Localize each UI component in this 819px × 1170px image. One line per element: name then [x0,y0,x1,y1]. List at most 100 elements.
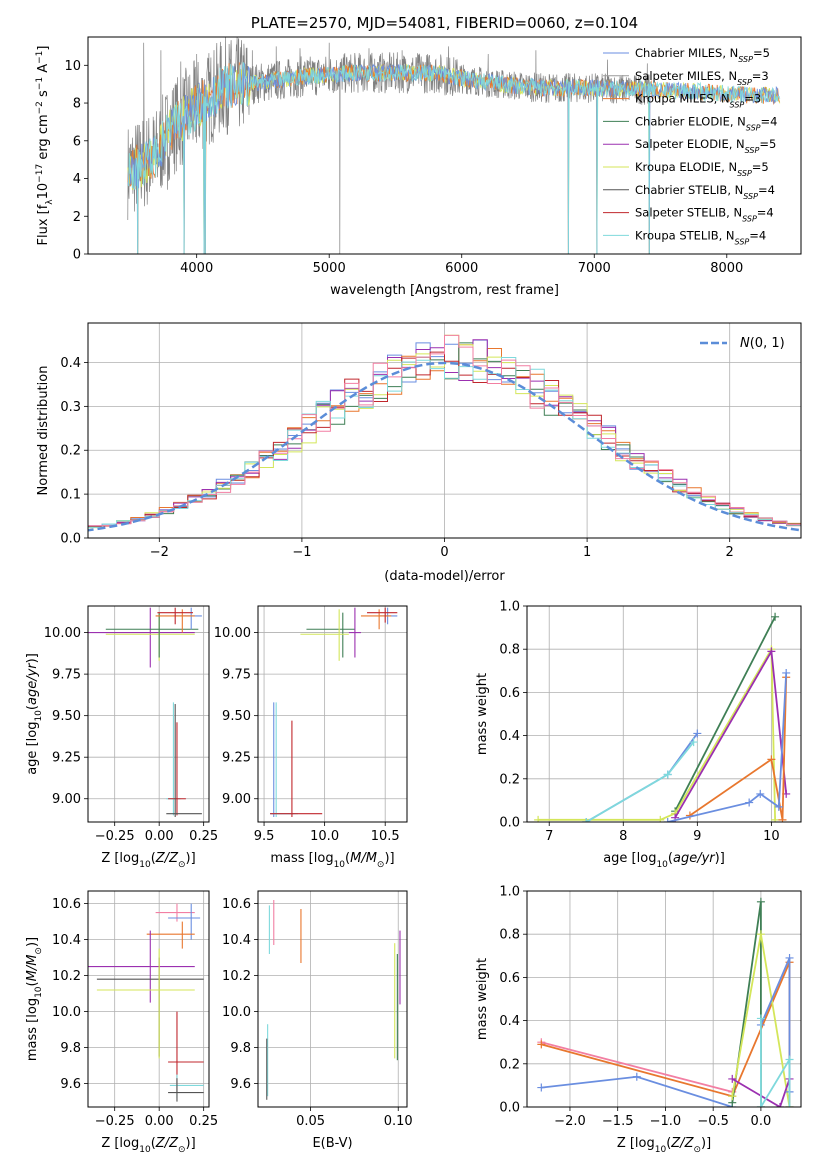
axes-frame [526,890,802,1108]
errorbar-point [155,903,195,922]
plot-area [127,37,781,254]
y-tick-label: 0 [73,248,81,263]
errorbar-point [270,702,295,818]
weight-line-kroupa_elodie [538,646,776,821]
x-tick-label: 0.00 [145,829,174,844]
y-tick-label: 9.8 [230,1041,251,1056]
chart-title: PLATE=2570, MJD=54081, FIBERID=0060, z=0… [251,14,638,32]
x-tick-label: 2 [726,545,734,560]
weight-marker [728,1092,737,1101]
y-tick-label: 10.6 [222,897,251,912]
axes-mass_vs_ebv: 0.05 0.10 9.6 9.8 10.0 10.2 10.4 10.6 [222,890,413,1129]
weight-marker [756,897,765,906]
x-axis-label: Z [log10(Z/Z⊙)] [617,1136,711,1155]
y-tick-label: 9.6 [230,1077,251,1092]
x-axis-label: mass [log10(M/M⊙)] [270,851,394,870]
weight-marker [767,755,776,764]
y-tick-label: 0.2 [60,444,81,459]
axes-frame [526,605,802,823]
x-tick-label: 0.00 [145,1114,174,1129]
axes-frame [87,36,802,255]
y-tick-label: 0.4 [60,356,81,371]
weight-line-chabrier_elodie [674,616,776,812]
weight-marker [774,802,783,811]
axes-weight_vs_Z: −2.0 −1.5 −1.0 −0.5 0.0 0.0 0.2 0.4 0.6 0.8 1.0 mas… [475,885,802,1155]
x-tick-label: 7000 [578,261,611,276]
weight-marker [775,1103,784,1107]
errorbar-point [105,612,199,658]
x-tick-label: 0.0 [751,1114,772,1129]
y-tick-label: 9.75 [222,668,251,683]
weight-marker [756,1103,765,1107]
errorbar-point [270,720,323,818]
errorbar-point [146,921,195,949]
weight-line-pink [541,1041,733,1093]
y-tick-label: 10.4 [52,933,81,948]
y-axis-label: Flux [fλ10−17 erg cm−2 s−1 A−1] [35,46,55,246]
x-tick-label: −0.25 [95,829,135,844]
y-tick-label: 8 [73,97,81,112]
errorbar-point [271,702,298,818]
y-tick-label: 10.0 [52,1005,81,1020]
weight-marker [693,729,702,738]
y-tick-label: 9.6 [60,1077,81,1092]
y-tick-label: 9.50 [222,709,251,724]
x-tick-label: −0.5 [697,1114,729,1129]
y-tick-label: 0.6 [499,971,520,986]
weight-marker [785,953,794,962]
errorbar-point [166,704,202,818]
legend-entry: Chabrier STELIB, NSSP=4 [635,183,775,201]
legend-entry: Salpeter ELODIE, NSSP=5 [635,137,776,155]
errorbar-point [157,607,193,625]
axes-frame [257,605,408,823]
errorbar-point [173,607,202,630]
axes-frame [257,890,408,1108]
x-tick-label: −2 [150,545,169,560]
y-tick-label: 4 [73,172,81,187]
weight-marker [582,818,591,822]
y-axis-label: mass weight [475,673,490,755]
plot-area [88,607,202,818]
y-axis-label: mass weight [475,958,490,1040]
weight-marker [632,1072,641,1081]
x-tick-label: 8 [619,829,627,844]
x-tick-label: 8000 [710,261,743,276]
x-tick-label: 10 [763,829,780,844]
y-tick-label: 6 [73,134,81,149]
plot-area [534,612,791,822]
legend-entry: Salpeter STELIB, NSSP=4 [635,206,774,224]
legend-entry: Chabrier ELODIE, NSSP=4 [635,114,777,131]
y-tick-label: 0.0 [60,532,81,547]
weight-marker [771,612,780,621]
weight-line-salpeter_elodie [674,648,788,819]
y-tick-label: 0.1 [60,488,81,503]
axes-age_vs_mass: 9.5 10.0 10.5 9.00 9.25 9.50 9.75 10.00 mass [lo… [214,605,408,870]
y-tick-label: 0.2 [499,772,520,787]
x-tick-label: −1 [292,545,311,560]
weight-line-kroupa_stelib [760,1018,791,1107]
y-axis-label: age [log10(age/yr)] [25,653,44,775]
weight-marker [537,1083,546,1092]
axes-residuals: −2 −1 0 1 2 0.0 0.1 0.2 0.3 0.4 Normed distributio… [36,322,802,560]
y-tick-label: 10.00 [44,626,81,641]
y-tick-label: 0.6 [499,686,520,701]
weight-marker [767,647,776,656]
y-tick-label: 9.25 [52,751,81,766]
legend: Chabrier MILES, NSSP=5 Salpeter MILES, NS… [603,46,777,246]
weight-marker [663,770,672,779]
x-tick-label: 4000 [180,261,213,276]
weight-marker [785,1055,794,1064]
x-tick-label: −2.0 [554,1114,586,1129]
plot-area [88,334,801,532]
errorbar-point [168,722,186,816]
x-tick-label: 7 [545,829,553,844]
x-axis-label: Z [log10(Z/Z⊙)] [101,1136,195,1155]
x-tick-label: 0.25 [189,829,218,844]
y-tick-label: 0.2 [499,1057,520,1072]
y-tick-label: 9.00 [222,792,251,807]
axes-frame [87,605,210,823]
errorbar-point [300,609,349,661]
x-tick-label: 0.25 [189,1114,218,1129]
errorbar-point [306,612,355,658]
legend-entry: Kroupa STELIB, NSSP=4 [635,228,766,246]
